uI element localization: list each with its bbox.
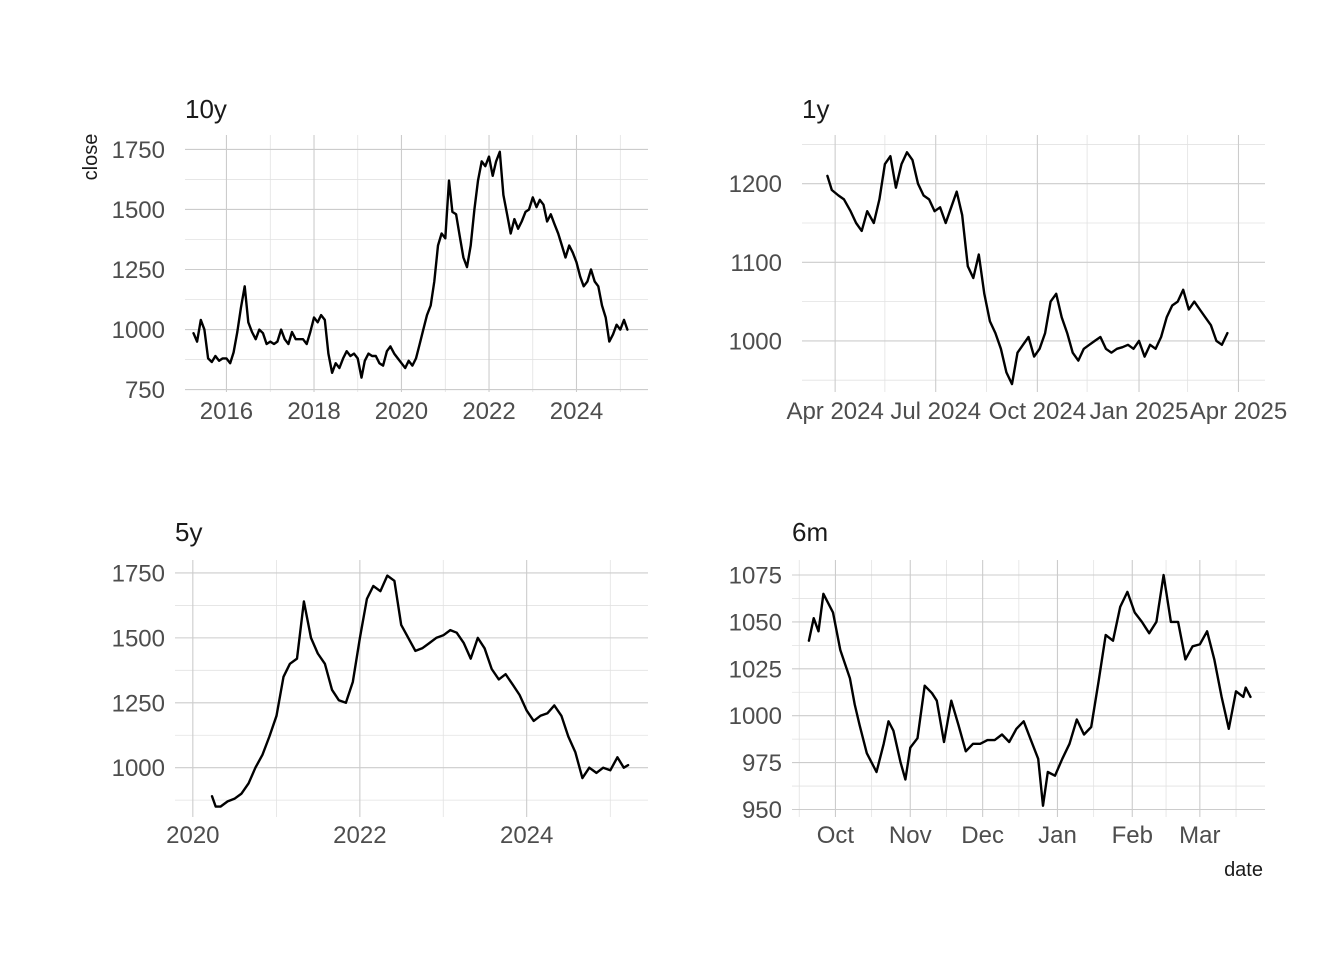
x-axis-label: date: [1224, 859, 1263, 881]
x-tick-label: Jul 2024: [890, 398, 981, 425]
x-tick-label: Oct: [817, 822, 855, 849]
x-tick-label: Mar: [1179, 822, 1220, 849]
y-tick-label: 1750: [112, 137, 165, 164]
x-tick-label: 2024: [550, 398, 603, 425]
y-tick-label: 950: [742, 797, 782, 824]
x-tick-label: Oct 2024: [989, 398, 1086, 425]
x-tick-label: 2020: [166, 822, 219, 849]
close-price-line: [807, 573, 1252, 807]
x-tick-label: 2022: [333, 822, 386, 849]
panel-5y: 2020 2022 2024 1000 1250 1500 1750 5y: [112, 517, 648, 849]
x-tick-label: 2024: [500, 822, 553, 849]
x-tick-label: 2018: [287, 398, 340, 425]
close-price-line: [826, 151, 1229, 386]
y-tick-label: 1500: [112, 625, 165, 652]
y-tick-label: 1075: [729, 563, 782, 590]
y-tick-label: 1100: [730, 250, 782, 277]
panel-1y: Apr 2024 Jul 2024 Oct 2024 Jan 2025 Apr 2025…: [729, 94, 1288, 425]
y-tick-label: 1025: [729, 656, 782, 683]
x-tick-label: Apr 2025: [1190, 398, 1287, 425]
y-tick-label: 750: [125, 377, 165, 404]
y-axis-label: close: [80, 134, 102, 181]
x-tick-label: 2020: [375, 398, 428, 425]
y-tick-label: 1250: [112, 690, 165, 717]
panel-title: 10y: [185, 94, 227, 124]
x-tick-label: Nov: [889, 822, 932, 849]
y-tick-label: 1000: [729, 328, 782, 355]
x-tick-label: 2016: [200, 398, 253, 425]
x-tick-label: 2022: [462, 398, 515, 425]
close-price-line: [192, 150, 629, 379]
y-tick-label: 1050: [729, 609, 782, 636]
x-tick-label: Dec: [961, 822, 1004, 849]
y-tick-label: 1000: [112, 317, 165, 344]
x-tick-label: Apr 2024: [786, 398, 883, 425]
panel-title: 5y: [175, 517, 202, 547]
y-tick-label: 1000: [112, 755, 165, 782]
x-tick-label: Jan 2025: [1090, 398, 1189, 425]
y-tick-label: 1250: [112, 257, 165, 284]
panel-title: 1y: [802, 94, 829, 124]
panel-title: 6m: [792, 517, 828, 547]
panel-6m: Oct Nov Dec Jan Feb Mar 950 975 1000 1025 1050 1075…: [729, 517, 1265, 849]
y-tick-label: 1200: [729, 171, 782, 198]
panel-10y: 2016 2018 2020 2022 2024 750 1000 1250 1500 1750 1…: [112, 94, 648, 425]
x-tick-label: Jan: [1038, 822, 1077, 849]
y-tick-label: 1750: [112, 560, 165, 587]
y-tick-label: 975: [742, 750, 782, 777]
x-tick-label: Feb: [1112, 822, 1153, 849]
y-tick-label: 1000: [729, 703, 782, 730]
close-price-line: [210, 574, 630, 808]
y-tick-label: 1500: [112, 197, 165, 224]
